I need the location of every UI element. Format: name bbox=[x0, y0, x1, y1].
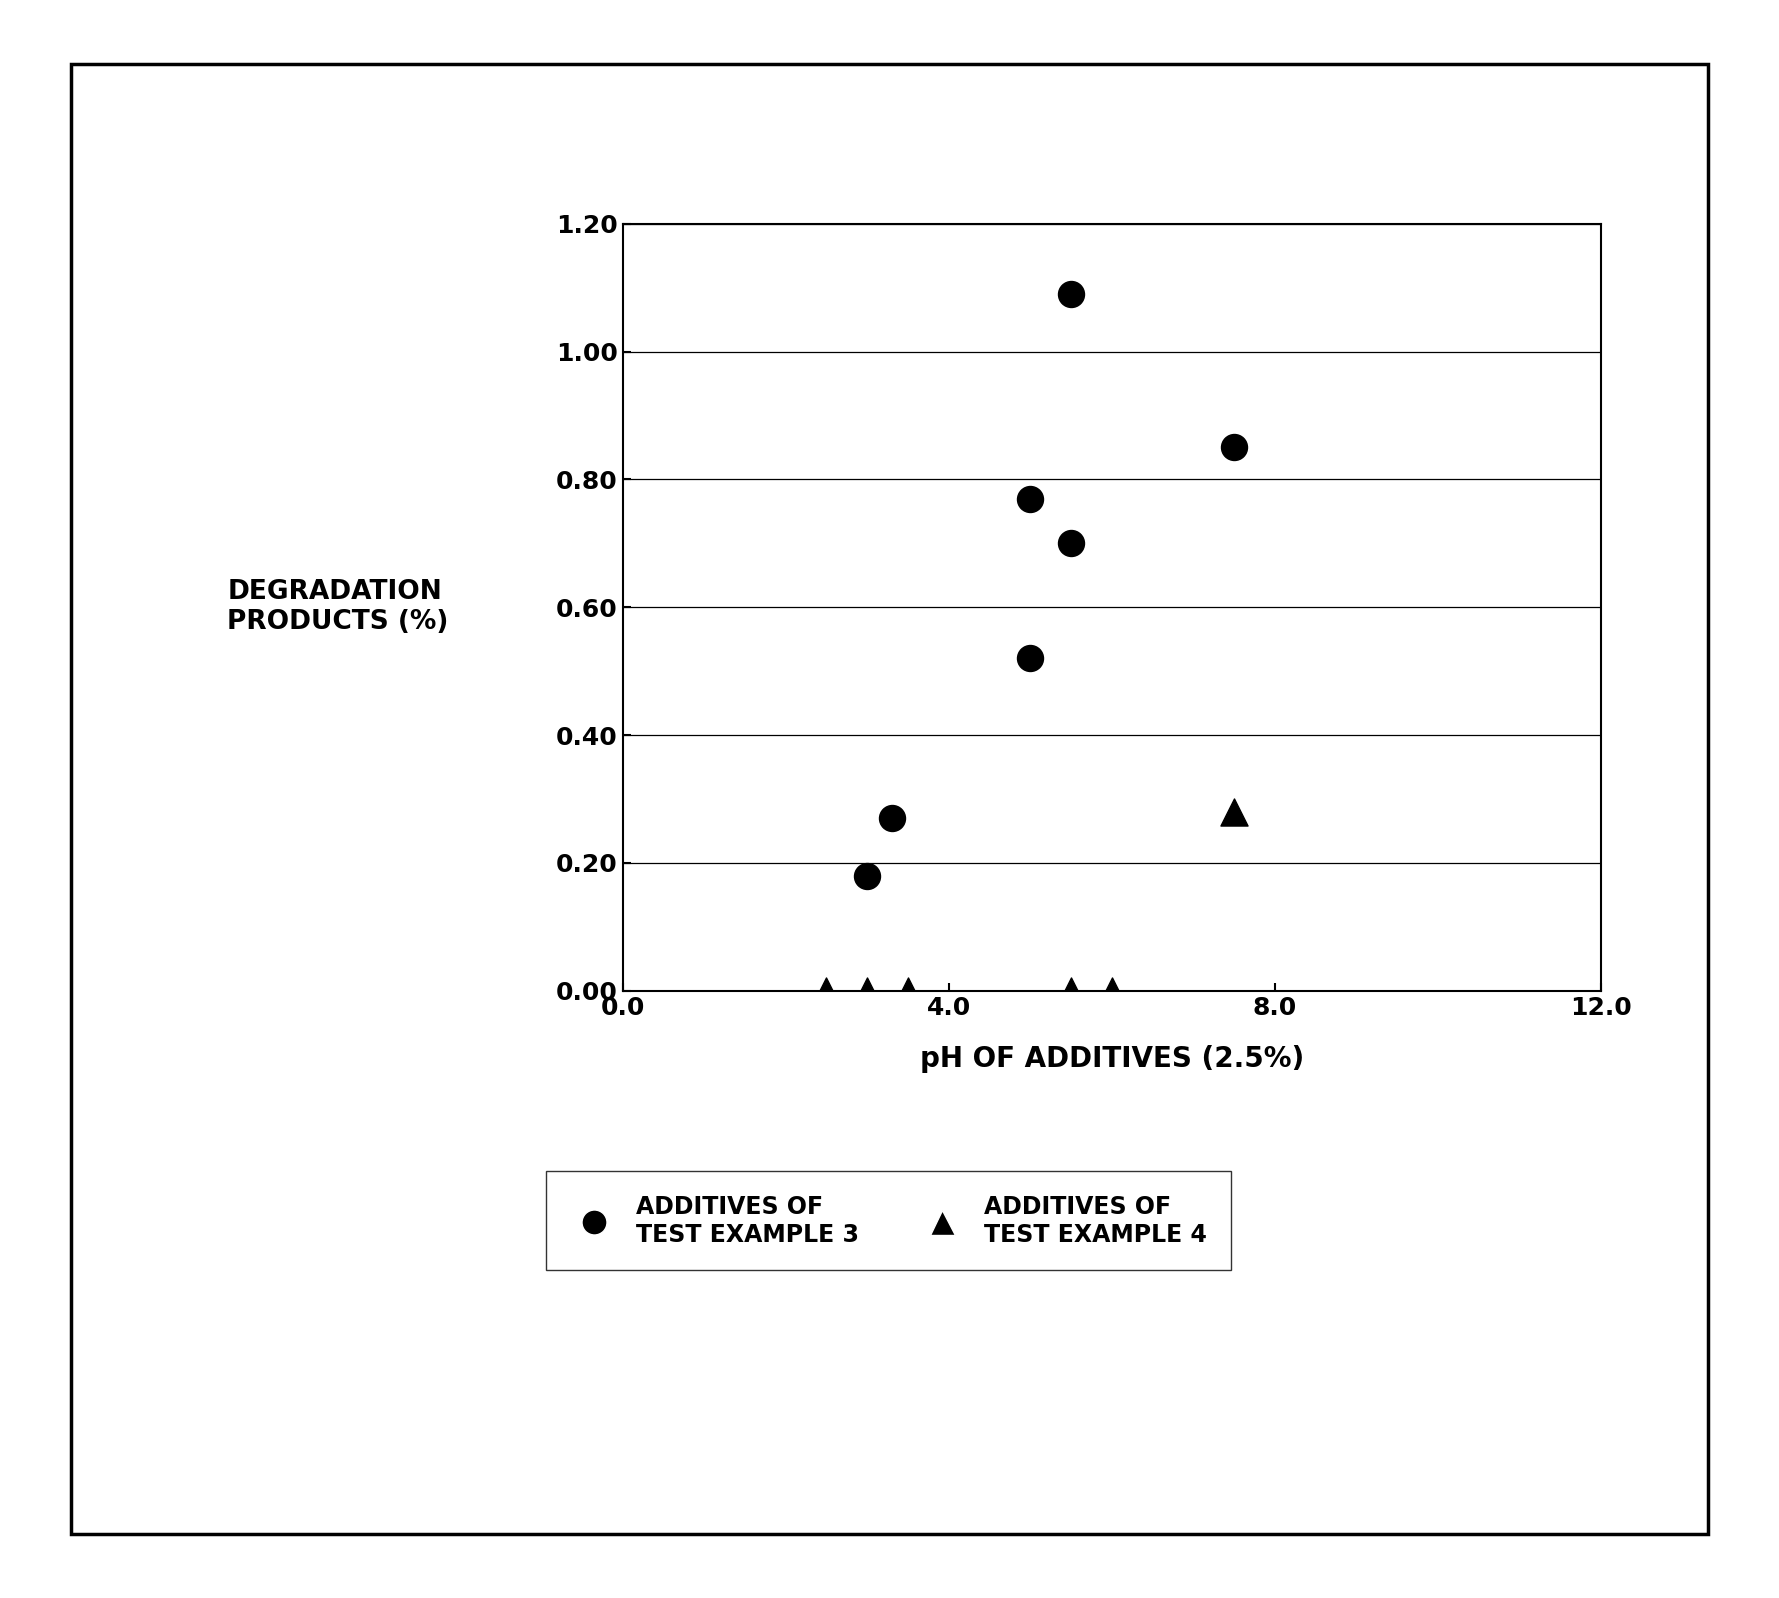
Point bbox=[893, 978, 922, 1004]
Point bbox=[877, 805, 906, 831]
Point bbox=[1057, 281, 1085, 307]
Point bbox=[813, 978, 841, 1004]
Point bbox=[1057, 531, 1085, 556]
X-axis label: pH OF ADDITIVES (2.5%): pH OF ADDITIVES (2.5%) bbox=[920, 1045, 1304, 1072]
Point bbox=[854, 863, 882, 888]
Point bbox=[1016, 646, 1044, 671]
Point bbox=[1016, 486, 1044, 511]
Text: DEGRADATION
PRODUCTS (%): DEGRADATION PRODUCTS (%) bbox=[228, 578, 448, 636]
Point bbox=[1057, 978, 1085, 1004]
Point bbox=[854, 978, 882, 1004]
Point bbox=[1098, 978, 1126, 1004]
Legend: ADDITIVES OF
TEST EXAMPLE 3, ADDITIVES OF
TEST EXAMPLE 4: ADDITIVES OF TEST EXAMPLE 3, ADDITIVES O… bbox=[546, 1171, 1231, 1270]
Point bbox=[1220, 799, 1249, 825]
Point bbox=[1220, 435, 1249, 460]
